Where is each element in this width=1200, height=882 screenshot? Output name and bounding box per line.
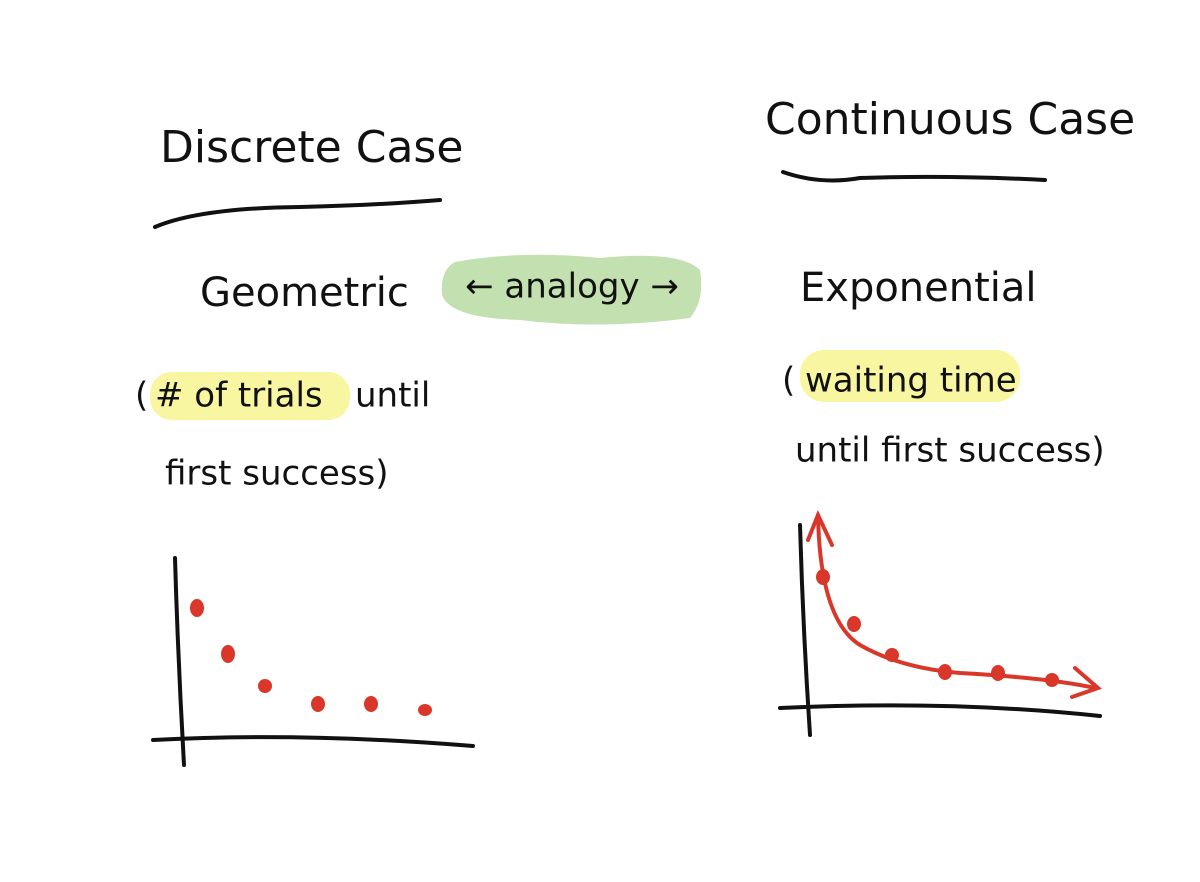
- highlight: [150, 372, 350, 420]
- arrowhead: [1070, 666, 1102, 699]
- dot: [816, 569, 830, 585]
- dot: [1045, 673, 1059, 687]
- highlight: [800, 350, 1020, 402]
- distribution-name: Exponential: [800, 265, 1037, 311]
- note-text: first success): [165, 454, 389, 494]
- plot-dots: [190, 599, 432, 716]
- analogy-label: ← analogy →: [465, 267, 679, 307]
- distribution-name: Geometric: [200, 270, 409, 316]
- dot: [364, 696, 378, 712]
- plot-curve: [806, 509, 1102, 699]
- note-paren: (: [135, 376, 148, 416]
- heading: Continuous Case: [765, 94, 1135, 145]
- dot: [311, 696, 325, 712]
- curve: [816, 513, 1097, 690]
- arrowhead: [806, 509, 834, 547]
- note-text: until: [355, 376, 430, 416]
- x-axis: [778, 703, 1102, 718]
- x-axis: [151, 735, 475, 748]
- dot: [991, 665, 1005, 681]
- dot: [258, 679, 272, 693]
- dot: [847, 616, 861, 632]
- dot: [190, 599, 204, 617]
- note-highlight: # of trials: [155, 376, 323, 416]
- dot: [885, 648, 899, 662]
- underline: [781, 170, 1047, 183]
- analogy-highlight: [441, 254, 702, 325]
- note-text: until first success): [795, 431, 1105, 471]
- dot: [938, 664, 952, 680]
- dot: [418, 704, 432, 716]
- note-highlight: waiting time: [805, 361, 1017, 401]
- heading: Discrete Case: [160, 122, 463, 173]
- y-axis: [798, 523, 812, 737]
- underline: [153, 198, 442, 229]
- note-paren: (: [782, 361, 795, 401]
- dot: [221, 645, 235, 663]
